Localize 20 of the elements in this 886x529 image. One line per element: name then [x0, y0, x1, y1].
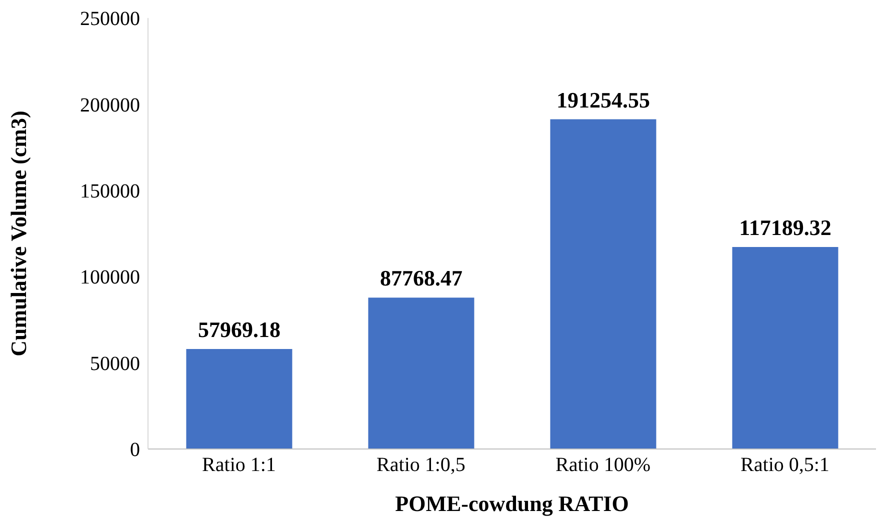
y-tick-label: 0 [130, 439, 140, 462]
data-label: 191254.55 [556, 87, 650, 112]
x-tick-label: Ratio 1:1 [202, 454, 276, 476]
y-tick-label: 250000 [80, 8, 140, 30]
bar [368, 298, 474, 449]
data-label: 117189.32 [739, 214, 832, 240]
bar [550, 119, 656, 449]
bar [732, 246, 838, 449]
x-tick-label: Ratio 100% [556, 454, 650, 476]
y-tick-label: 100000 [80, 266, 140, 289]
x-tick-label: Ratio 1:0,5 [376, 454, 466, 476]
y-tick-label: 150000 [80, 180, 140, 202]
data-label: 87768.47 [380, 266, 462, 291]
x-axis-title: POME-cowdung RATIO [395, 491, 629, 516]
y-tick-label: 50000 [90, 352, 140, 375]
data-label: 57969.18 [198, 317, 280, 342]
bar [186, 349, 292, 449]
x-tick-label: Ratio 0,5:1 [740, 454, 830, 476]
y-tick-label: 200000 [80, 94, 140, 116]
y-axis-title: Cumulative Volume (cm3) [6, 110, 31, 356]
